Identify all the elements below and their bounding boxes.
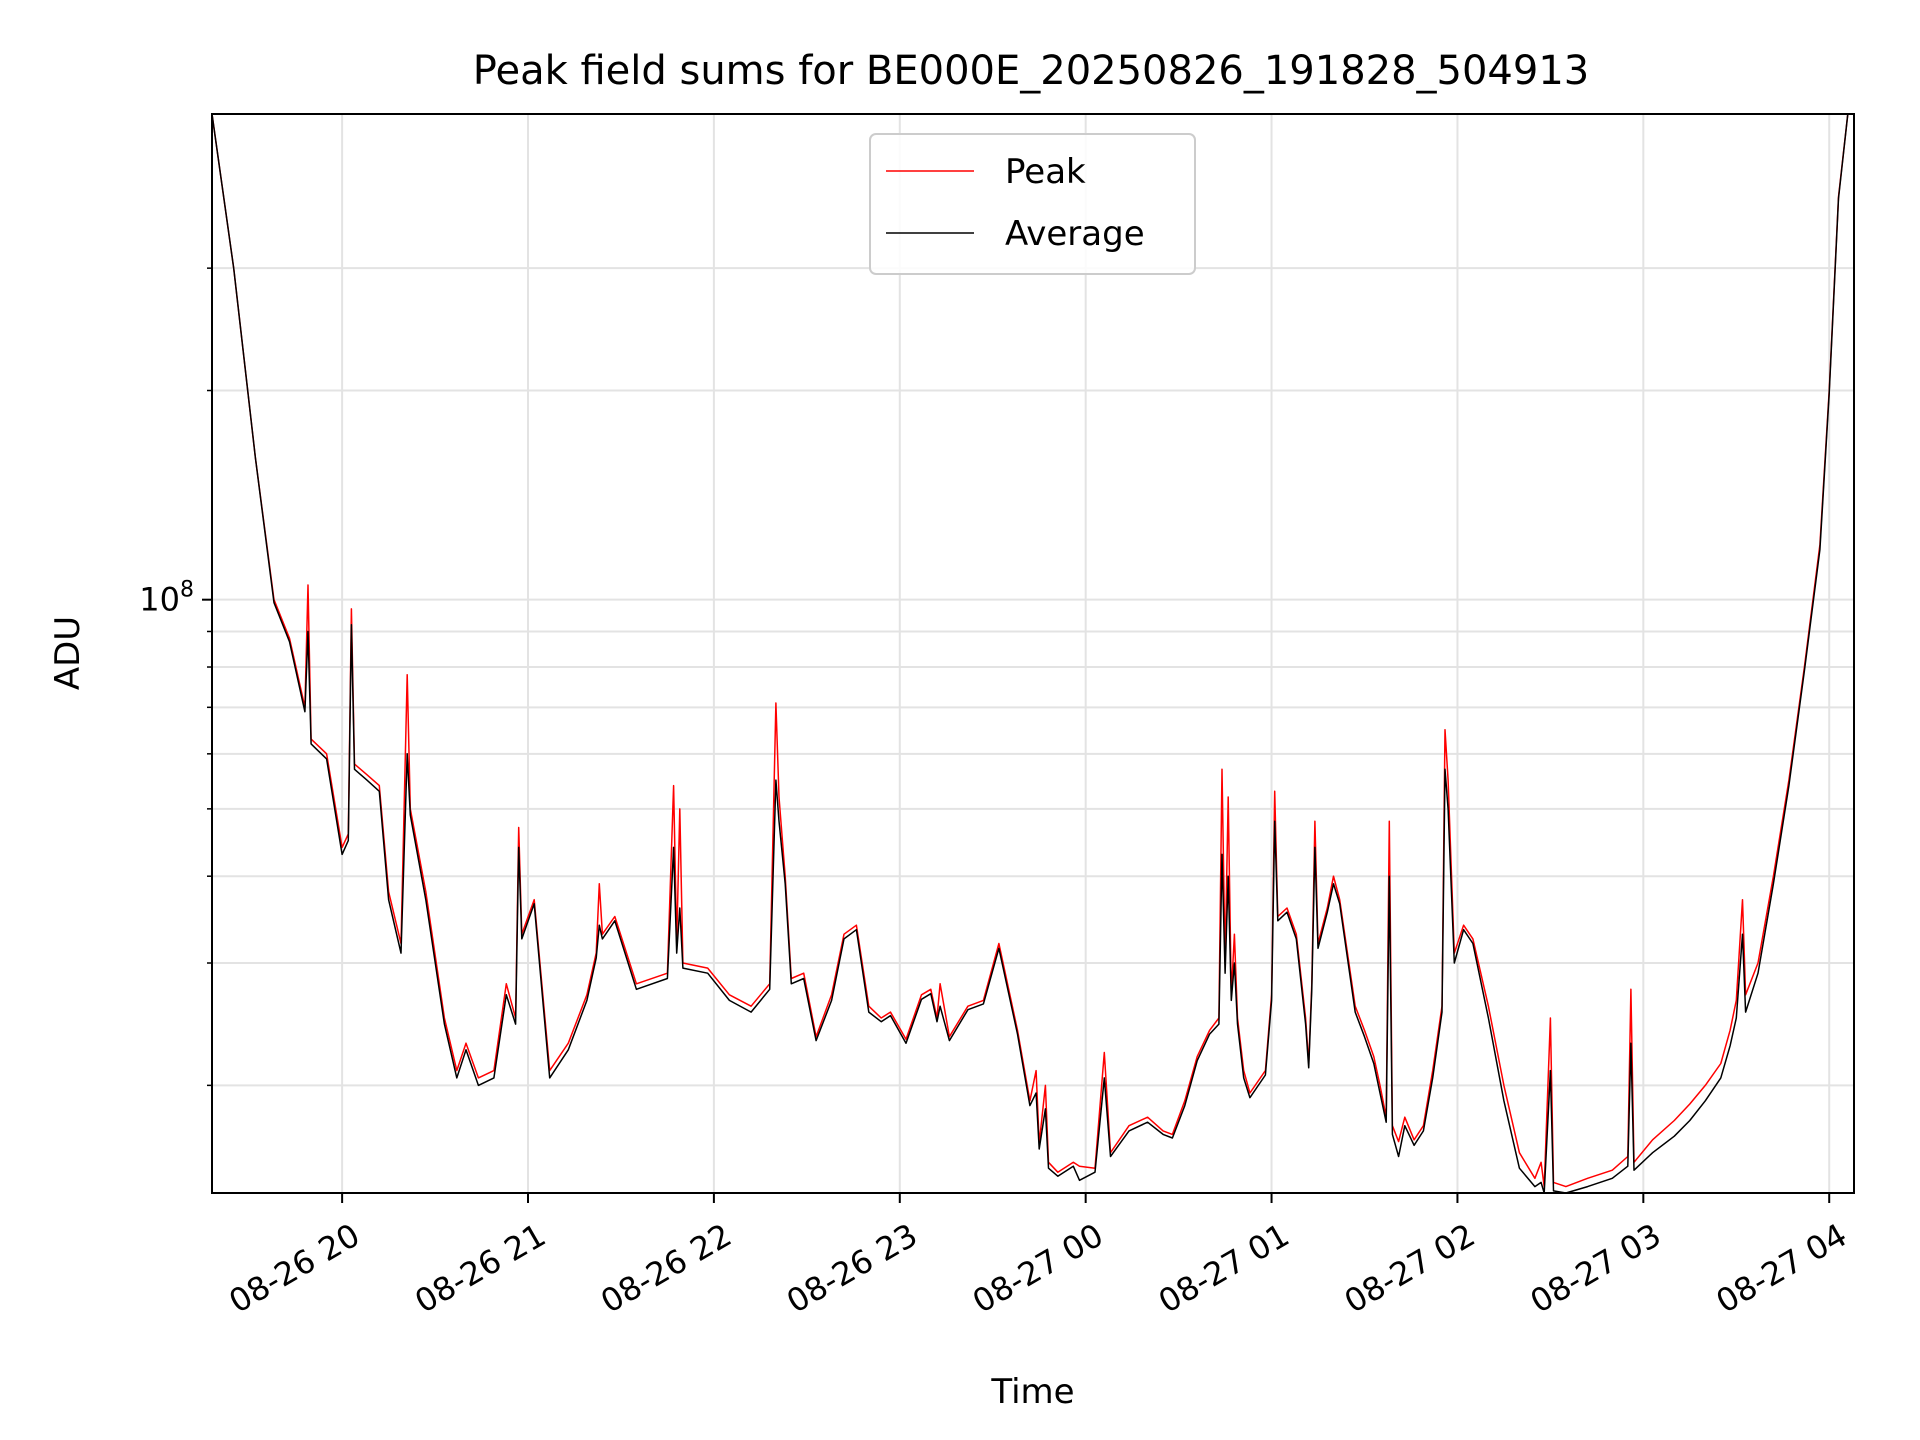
legend: Peak Average [869, 133, 1196, 275]
legend-box [869, 133, 1196, 275]
legend-label-peak: Peak [1005, 152, 1086, 192]
x-axis-label: Time [990, 1372, 1074, 1412]
series-line-average [211, 113, 1849, 1194]
legend-label-average: Average [1005, 214, 1145, 254]
plot-frame [211, 113, 1855, 1194]
series-layer [211, 113, 1849, 1194]
y-axis: 108 [139, 267, 212, 1087]
y-tick-label: 108 [139, 578, 194, 619]
y-axis-label: ADU [48, 616, 88, 690]
chart-title: Peak field sums for BE000E_20250826_1918… [473, 48, 1589, 94]
